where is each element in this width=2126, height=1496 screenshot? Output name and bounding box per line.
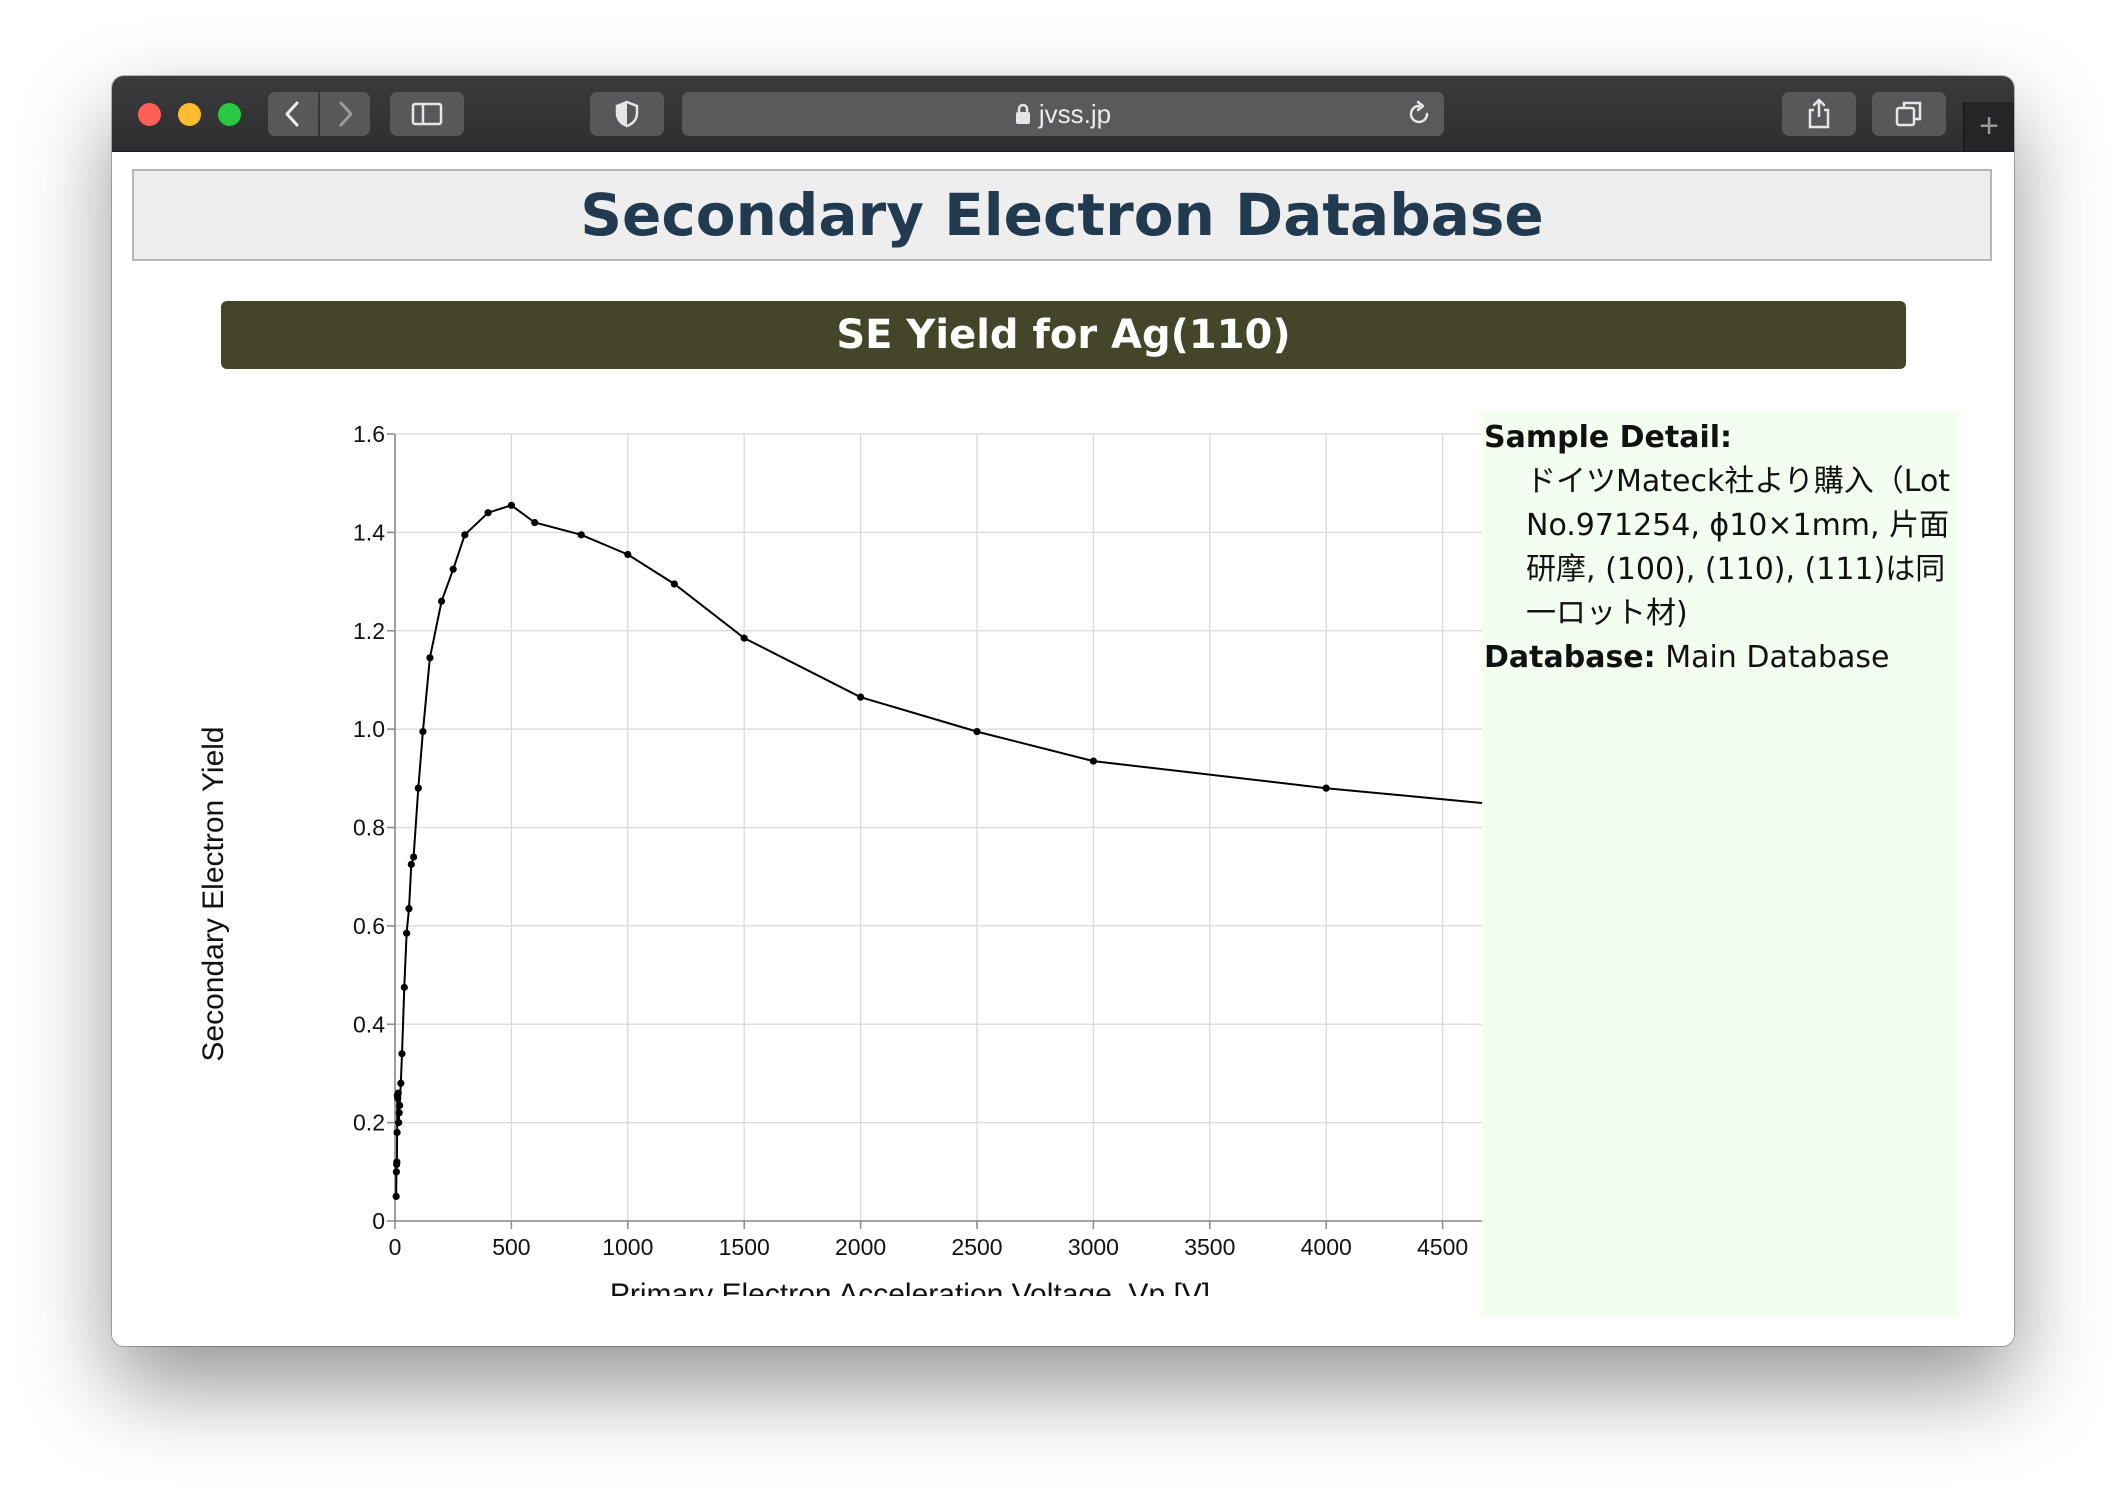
data-point xyxy=(407,860,415,868)
data-point xyxy=(410,853,418,861)
data-point xyxy=(393,1158,401,1166)
data-point xyxy=(395,1119,403,1127)
y-tick-label: 1.0 xyxy=(353,716,385,742)
y-tick-label: 0 xyxy=(372,1208,385,1234)
y-tick-label: 0.8 xyxy=(353,815,385,841)
data-point xyxy=(577,531,585,539)
data-point xyxy=(740,634,748,642)
new-tab-button[interactable]: + xyxy=(1963,102,2014,151)
zoom-window-button[interactable] xyxy=(218,103,241,126)
share-icon xyxy=(1808,98,1830,129)
chart-title-banner: SE Yield for Ag(110) xyxy=(221,301,1906,369)
x-tick-label: 2500 xyxy=(951,1234,1002,1260)
address-bar[interactable]: jvss.jp xyxy=(682,92,1444,136)
plus-icon: + xyxy=(1979,107,1999,145)
data-point xyxy=(392,1168,400,1176)
y-tick-label: 0.6 xyxy=(353,913,385,939)
forward-button[interactable] xyxy=(320,92,370,136)
back-button[interactable] xyxy=(268,92,318,136)
reload-icon[interactable] xyxy=(1404,99,1434,129)
x-tick-label: 3000 xyxy=(1068,1234,1119,1260)
data-point xyxy=(419,727,427,736)
data-point xyxy=(461,531,469,539)
data-point xyxy=(973,727,981,736)
back-icon xyxy=(285,101,299,127)
forward-icon xyxy=(339,101,353,127)
x-tick-label: 4500 xyxy=(1417,1234,1468,1260)
data-point xyxy=(403,929,411,937)
chart-title: SE Yield for Ag(110) xyxy=(836,312,1291,358)
data-point xyxy=(392,1192,400,1201)
data-point xyxy=(393,1128,401,1137)
data-point xyxy=(484,509,492,517)
browser-window: jvss.jp + Secondary Electron Database SE… xyxy=(112,76,2014,1346)
site-header: Secondary Electron Database xyxy=(132,169,1992,261)
data-point xyxy=(1322,784,1330,792)
x-tick-label: 0 xyxy=(389,1234,402,1260)
tabs-icon xyxy=(1895,101,1922,127)
tabs-overview-button[interactable] xyxy=(1872,92,1946,136)
data-point xyxy=(1089,757,1097,765)
share-button[interactable] xyxy=(1782,92,1856,136)
y-tick-label: 1.4 xyxy=(353,519,385,545)
site-title: Secondary Electron Database xyxy=(580,181,1544,249)
data-point xyxy=(397,1079,405,1087)
data-point xyxy=(449,565,457,573)
close-window-button[interactable] xyxy=(138,103,161,126)
data-point xyxy=(400,983,408,991)
data-point xyxy=(857,693,865,701)
data-point xyxy=(437,597,446,605)
database-label: Database: xyxy=(1484,640,1656,675)
data-point xyxy=(507,501,515,509)
x-tick-label: 4000 xyxy=(1301,1234,1352,1260)
data-point xyxy=(414,784,422,792)
x-tick-label: 1500 xyxy=(719,1234,770,1260)
browser-toolbar: jvss.jp + xyxy=(112,76,2014,152)
data-point xyxy=(396,1101,404,1110)
data-point xyxy=(531,518,539,527)
sidebar-icon xyxy=(411,102,443,126)
x-tick-label: 2000 xyxy=(835,1234,886,1260)
x-tick-label: 3500 xyxy=(1184,1234,1235,1260)
data-point xyxy=(398,1050,406,1058)
database-value: Main Database xyxy=(1665,640,1890,675)
x-tick-label: 1000 xyxy=(602,1234,653,1260)
data-point xyxy=(395,1109,403,1117)
y-tick-label: 1.6 xyxy=(353,421,385,447)
shield-icon xyxy=(615,100,639,128)
sample-detail-label: Sample Detail: xyxy=(1484,420,1733,455)
database-row: Database: Main Database xyxy=(1484,636,1956,680)
y-tick-label: 0.2 xyxy=(353,1110,385,1136)
y-axis-label: Secondary Electron Yield xyxy=(197,726,230,1061)
minimize-window-button[interactable] xyxy=(178,103,201,126)
se-yield-chart: 0500100015002000250030003500400045005000… xyxy=(197,421,1585,1296)
sidebar-button[interactable] xyxy=(390,92,464,136)
data-point xyxy=(405,905,413,913)
y-tick-label: 0.4 xyxy=(353,1011,385,1037)
lock-icon xyxy=(1015,103,1030,124)
y-tick-label: 1.2 xyxy=(353,618,385,644)
sample-detail-value: ドイツMateck社より購入（Lot No.971254, ϕ10×1mm, 片… xyxy=(1526,464,1951,631)
data-point xyxy=(426,654,434,662)
x-axis-label: Primary Electron Acceleration Voltage, V… xyxy=(610,1278,1210,1296)
x-tick-label: 500 xyxy=(492,1234,530,1260)
privacy-button[interactable] xyxy=(590,92,664,136)
sample-detail-panel: Sample Detail: ドイツMateck社より購入（Lot No.971… xyxy=(1482,412,1958,1316)
data-point xyxy=(670,580,678,588)
data-point xyxy=(624,550,632,559)
url-text: jvss.jp xyxy=(1038,98,1112,129)
data-point xyxy=(394,1089,402,1097)
